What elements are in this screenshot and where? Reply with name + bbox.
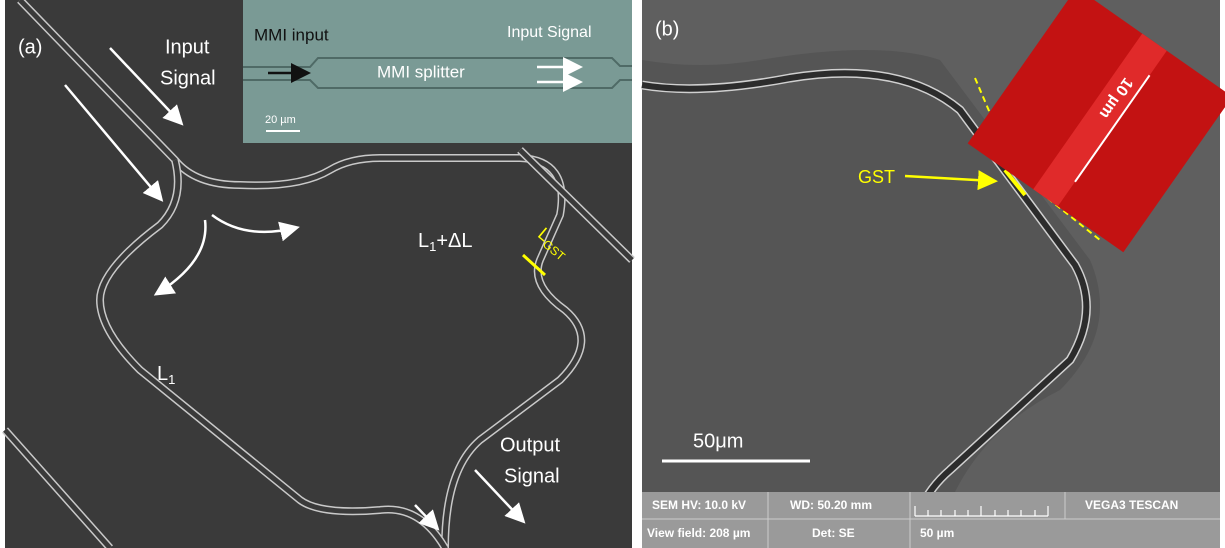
annotation: L1+ΔL	[418, 230, 473, 254]
annotation: Signal	[504, 465, 560, 487]
panel-b: 10 µm (b) GST 50μm SEM HV: 10.0 kV WD: 5…	[642, 0, 1225, 548]
figure: (a) Input Signal L1+ΔL LGST L1 Output Si…	[0, 0, 1225, 548]
info-text: Det: SE	[812, 526, 855, 540]
scale-label: 50μm	[693, 430, 743, 452]
inset-label: MMI input	[254, 25, 329, 44]
panel-label: (b)	[655, 18, 679, 40]
info-text: SEM HV: 10.0 kV	[652, 498, 746, 512]
info-text: View field: 208 µm	[647, 526, 750, 540]
panel-label: (a)	[18, 36, 42, 58]
annotation: GST	[858, 167, 895, 187]
annotation: Signal	[160, 67, 216, 89]
inset-label: MMI splitter	[377, 62, 465, 81]
panel-a: (a) Input Signal L1+ΔL LGST L1 Output Si…	[5, 0, 632, 548]
info-bar: SEM HV: 10.0 kV WD: 50.20 mm VEGA3 TESCA…	[642, 492, 1220, 548]
annotation: Output	[500, 434, 560, 456]
info-text: 50 µm	[920, 526, 954, 540]
info-text: VEGA3 TESCAN	[1085, 498, 1178, 512]
inset-scale: 20 µm	[265, 114, 296, 126]
inset: MMI input Input Signal MMI splitter 20 µ…	[243, 0, 632, 143]
info-text: WD: 50.20 mm	[790, 498, 872, 512]
annotation: Input	[165, 36, 210, 58]
inset-label: Input Signal	[507, 24, 592, 41]
